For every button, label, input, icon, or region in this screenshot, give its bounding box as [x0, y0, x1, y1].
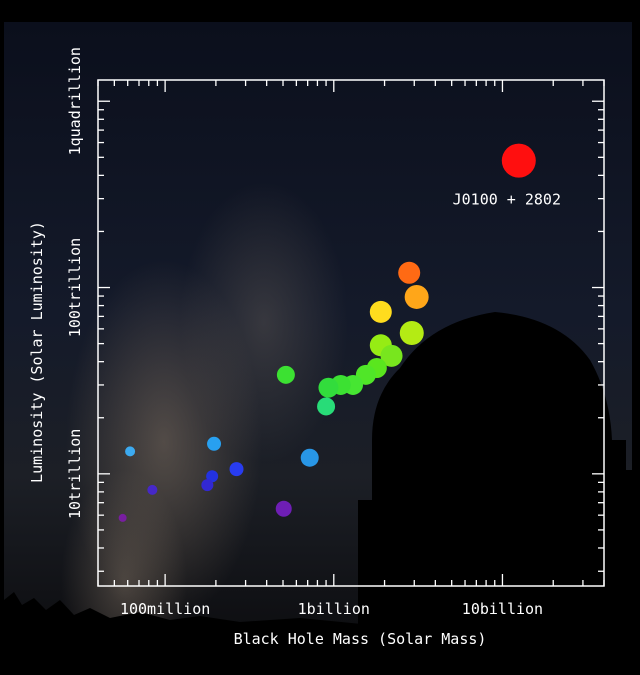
data-points — [118, 143, 536, 522]
point-annotation-label: J0100 + 2802 — [453, 191, 561, 209]
data-point — [201, 479, 214, 492]
data-point — [404, 284, 429, 309]
x-axis-title: Black Hole Mass (Solar Mass) — [234, 630, 487, 648]
data-point — [229, 462, 244, 477]
data-point — [501, 143, 536, 178]
data-point — [399, 321, 424, 346]
plot-frame — [97, 79, 605, 587]
data-point — [125, 446, 136, 457]
data-point — [398, 261, 421, 284]
data-point — [118, 513, 127, 522]
x-tick-label: 1billion — [298, 600, 370, 618]
data-point — [317, 397, 336, 416]
x-tick-label: 10billion — [462, 600, 543, 618]
data-point — [275, 500, 292, 517]
data-point — [369, 300, 392, 323]
x-tick-label: 100million — [120, 600, 210, 618]
data-point — [318, 377, 339, 398]
axis-ticks — [97, 80, 605, 586]
data-point — [147, 484, 158, 495]
treeline-silhouette — [4, 592, 372, 670]
y-axis-title: Luminosity (Solar Luminosity) — [28, 221, 46, 483]
data-point — [300, 448, 319, 467]
data-point — [276, 365, 295, 384]
data-point — [380, 344, 403, 367]
data-point — [207, 436, 222, 451]
y-tick-label: 10trillion — [66, 429, 84, 519]
data-point — [206, 470, 219, 483]
y-tick-label: 100trillion — [66, 238, 84, 337]
y-tick-label: 1quadrillion — [66, 47, 84, 155]
